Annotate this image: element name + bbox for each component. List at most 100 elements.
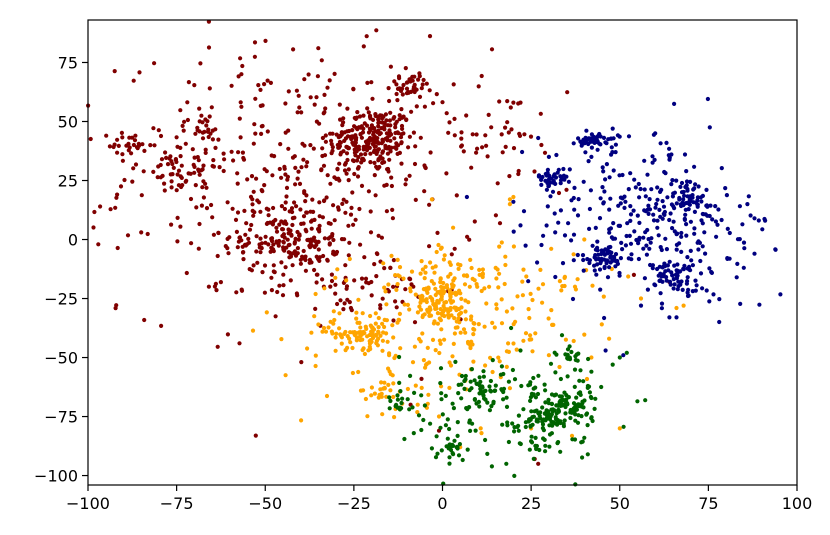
scatter-point-series-2: [510, 367, 515, 373]
scatter-point-series-0: [259, 241, 264, 246]
scatter-point-series-3: [735, 237, 741, 242]
scatter-point-series-0: [216, 137, 221, 142]
scatter-point-series-0: [401, 131, 406, 136]
scatter-point-series-0: [379, 235, 384, 240]
scatter-point-series-0: [344, 199, 349, 204]
scatter-point-series-3: [756, 218, 761, 223]
scatter-point-series-0: [367, 135, 373, 141]
scatter-point-series-2: [555, 441, 560, 446]
scatter-point-series-0: [212, 284, 217, 289]
scatter-point-series-3: [605, 275, 611, 280]
scatter-point-series-3: [606, 137, 611, 142]
scatter-point-series-0: [286, 146, 291, 151]
scatter-point-series-3: [608, 196, 613, 201]
scatter-point-series-1: [328, 319, 333, 324]
scatter-point-series-1: [337, 311, 342, 316]
scatter-point-series-0: [378, 156, 383, 161]
scatter-point-series-0: [183, 179, 188, 184]
scatter-point-series-3: [589, 154, 594, 159]
scatter-point-series-0: [399, 123, 405, 129]
scatter-point-series-1: [447, 385, 452, 390]
x-tick-label: 50: [610, 494, 630, 513]
scatter-point-series-1: [438, 307, 443, 312]
scatter-point-series-1: [364, 326, 369, 331]
scatter-point-series-3: [622, 194, 627, 199]
scatter-point-series-3: [652, 157, 657, 162]
scatter-point-series-0: [357, 206, 362, 212]
scatter-point-series-3: [667, 155, 672, 160]
scatter-point-series-1: [316, 322, 321, 327]
scatter-point-series-1: [471, 359, 476, 364]
scatter-point-series-1: [451, 341, 456, 346]
scatter-point-series-1: [398, 346, 403, 351]
scatter-point-series-1: [523, 331, 529, 336]
scatter-point-series-2: [584, 411, 590, 416]
scatter-point-series-0: [218, 280, 223, 285]
scatter-point-series-3: [558, 208, 564, 213]
scatter-point-series-1: [428, 295, 433, 300]
scatter-point-series-3: [539, 242, 544, 248]
scatter-point-series-0: [201, 179, 206, 184]
scatter-point-series-1: [354, 310, 359, 315]
scatter-point-series-1: [496, 355, 501, 360]
scatter-point-series-0: [139, 230, 144, 235]
scatter-point-series-0: [335, 142, 340, 148]
scatter-point-series-1: [426, 285, 431, 290]
scatter-point-series-0: [301, 157, 306, 162]
scatter-point-series-3: [600, 185, 605, 190]
scatter-point-series-2: [528, 380, 533, 385]
scatter-point-series-2: [558, 398, 563, 403]
scatter-point-series-0: [284, 194, 289, 199]
scatter-point-series-1: [458, 263, 463, 268]
scatter-point-series-0: [374, 274, 379, 279]
scatter-point-series-1: [449, 300, 454, 305]
scatter-point-series-1: [562, 274, 568, 279]
scatter-point-series-3: [521, 209, 527, 214]
scatter-point-series-3: [661, 204, 667, 209]
scatter-point-series-0: [193, 131, 198, 136]
scatter-point-series-3: [696, 184, 701, 189]
scatter-point-series-0: [145, 231, 150, 237]
scatter-point-series-0: [231, 158, 236, 163]
scatter-point-series-1: [521, 338, 526, 343]
scatter-point-series-0: [229, 149, 234, 154]
scatter-point-series-3: [658, 278, 663, 283]
scatter-point-series-0: [346, 253, 351, 258]
scatter-point-series-2: [530, 422, 535, 427]
scatter-point-series-2: [412, 390, 417, 395]
scatter-point-series-0: [332, 71, 337, 76]
scatter-point-series-1: [626, 274, 631, 279]
scatter-point-series-0: [303, 199, 308, 204]
scatter-point-series-0: [137, 70, 142, 75]
scatter-point-series-0: [366, 110, 371, 115]
scatter-point-series-2: [459, 396, 464, 401]
scatter-point-series-1: [335, 267, 340, 272]
scatter-point-series-0: [162, 188, 167, 193]
scatter-point-series-1: [521, 267, 526, 272]
scatter-point-series-1: [617, 426, 622, 431]
scatter-point-series-0: [251, 189, 256, 194]
scatter-point-series-3: [670, 226, 675, 231]
scatter-point-series-3: [778, 292, 783, 297]
scatter-point-series-0: [345, 157, 350, 163]
scatter-point-series-0: [294, 204, 299, 209]
scatter-point-series-3: [679, 234, 684, 239]
scatter-point-series-3: [685, 275, 690, 280]
scatter-point-series-0: [287, 209, 292, 214]
scatter-point-series-0: [303, 268, 308, 273]
scatter-point-series-3: [598, 196, 603, 201]
scatter-point-series-2: [531, 392, 536, 397]
scatter-point-series-0: [302, 143, 307, 148]
scatter-point-series-1: [390, 323, 395, 328]
scatter-point-series-0: [380, 120, 385, 125]
scatter-point-series-2: [467, 420, 472, 425]
scatter-point-series-0: [115, 245, 120, 251]
scatter-point-series-0: [503, 144, 508, 149]
scatter-point-series-1: [499, 240, 504, 245]
scatter-point-series-0: [364, 280, 369, 285]
scatter-point-series-0: [186, 171, 191, 176]
scatter-point-series-2: [395, 397, 400, 402]
scatter-point-series-3: [692, 209, 698, 214]
scatter-point-series-1: [305, 346, 310, 351]
scatter-point-series-3: [560, 261, 566, 266]
